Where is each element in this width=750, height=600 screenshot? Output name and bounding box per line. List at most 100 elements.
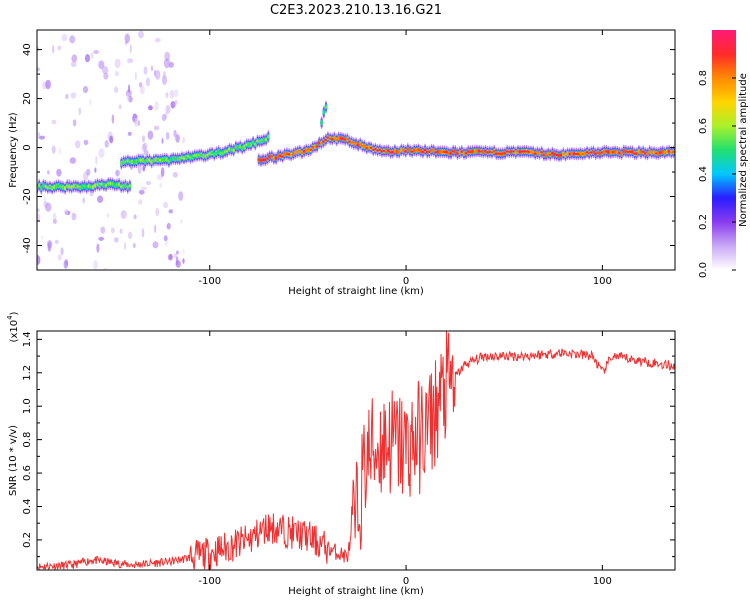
noise-speckle xyxy=(129,44,132,54)
noise-speckle xyxy=(173,100,177,108)
ridge-cell xyxy=(387,149,390,152)
noise-speckle xyxy=(132,242,136,249)
ridge-cell xyxy=(219,152,222,155)
ridge-cell xyxy=(122,185,125,188)
ridge-cell xyxy=(473,150,477,153)
ridge-cell xyxy=(236,146,240,149)
noise-speckle xyxy=(89,192,94,197)
ridge-cell xyxy=(238,145,242,148)
ridge-cell xyxy=(607,151,610,154)
ridge-cell xyxy=(267,135,270,138)
ridge-cell xyxy=(241,147,244,150)
ridge-cell xyxy=(378,148,382,152)
ridge-cell xyxy=(311,146,315,149)
y-tick-label: 0.6 xyxy=(22,465,33,481)
noise-speckle xyxy=(175,134,180,143)
noise-speckle xyxy=(141,143,147,152)
noise-speckle xyxy=(39,135,45,140)
noise-speckle xyxy=(65,93,69,100)
ridge-cell xyxy=(163,158,166,161)
ridge-cell xyxy=(337,136,341,140)
noise-speckle xyxy=(111,114,115,124)
ridge-cell xyxy=(115,183,119,187)
ridge-cell xyxy=(277,154,280,157)
ridge-cell xyxy=(46,186,50,189)
ridge-cell xyxy=(618,151,621,155)
noise-speckle xyxy=(89,99,92,106)
ridge-cell xyxy=(430,149,433,152)
noise-speckle xyxy=(133,214,137,220)
noise-speckle xyxy=(114,70,119,77)
ridge-cell xyxy=(369,146,373,149)
ridge-cell xyxy=(333,136,336,139)
noise-speckle xyxy=(37,213,41,222)
ridge-cell xyxy=(197,153,201,157)
ridge-cell xyxy=(670,151,673,154)
noise-speckle xyxy=(38,132,41,140)
noise-speckle xyxy=(74,140,81,149)
snr-scale-suffix: ) xyxy=(9,311,20,315)
ridge-cell xyxy=(568,152,572,156)
ridge-cell xyxy=(339,137,343,140)
ridge-cell xyxy=(324,138,328,142)
ridge-cell xyxy=(628,150,632,153)
noise-speckle xyxy=(100,226,106,234)
ridge-cell xyxy=(251,141,255,144)
ridge-cell xyxy=(258,140,261,143)
ridge-cell xyxy=(264,158,267,162)
ridge-cell xyxy=(572,152,576,155)
ridge-cell xyxy=(100,182,104,186)
noise-speckle xyxy=(43,196,46,206)
ridge-cell xyxy=(546,152,550,155)
ridge-cell xyxy=(559,154,563,157)
noise-speckle xyxy=(165,92,169,99)
noise-speckle xyxy=(47,170,50,175)
ridge-cell xyxy=(228,147,231,151)
ridge-cell xyxy=(294,151,297,154)
ridge-cell xyxy=(254,143,257,146)
ridge-cell xyxy=(622,149,626,153)
ridge-cell xyxy=(423,148,427,152)
ridge-cell xyxy=(178,157,181,161)
noise-speckle xyxy=(93,50,99,54)
noise-speckle xyxy=(51,45,55,54)
ridge-cell xyxy=(505,150,509,153)
ridge-cell xyxy=(432,149,436,152)
ridge-cell xyxy=(549,153,552,156)
ridge-cell xyxy=(274,157,278,160)
y-tick-label: 20 xyxy=(22,92,33,105)
ridge-cell xyxy=(557,154,561,157)
ridge-cell xyxy=(111,182,114,186)
ridge-cell xyxy=(354,142,358,145)
ridge-cell xyxy=(159,158,162,162)
ridge-cell xyxy=(380,150,384,153)
ridge-cell xyxy=(611,150,615,154)
ridge-cell xyxy=(564,154,567,157)
noise-speckle xyxy=(78,107,82,115)
ridge-cell xyxy=(243,145,246,149)
noise-speckle xyxy=(128,84,130,94)
noise-speckle xyxy=(119,228,123,234)
noise-speckle xyxy=(114,58,121,69)
ridge-cell xyxy=(249,143,253,146)
colorbar-tick-label: 0.0 xyxy=(698,262,709,278)
noise-speckle xyxy=(86,168,91,176)
ridge-cell xyxy=(486,151,490,154)
noise-speckle xyxy=(181,249,186,255)
noise-speckle xyxy=(115,169,120,177)
ridge-cell xyxy=(471,150,474,153)
noise-speckle xyxy=(114,237,119,243)
ridge-cell xyxy=(492,149,496,153)
noise-speckle xyxy=(153,125,160,131)
ridge-cell xyxy=(641,150,645,153)
ridge-cell xyxy=(512,150,515,153)
noise-speckle xyxy=(37,255,41,265)
noise-speckle xyxy=(160,167,165,178)
noise-speckle xyxy=(155,207,160,216)
ridge-cell xyxy=(262,138,266,142)
noise-speckle xyxy=(168,61,174,68)
ridge-cell xyxy=(161,158,164,161)
ridge-cell xyxy=(130,160,134,164)
noise-speckle xyxy=(178,191,184,201)
noise-speckle xyxy=(141,186,147,191)
